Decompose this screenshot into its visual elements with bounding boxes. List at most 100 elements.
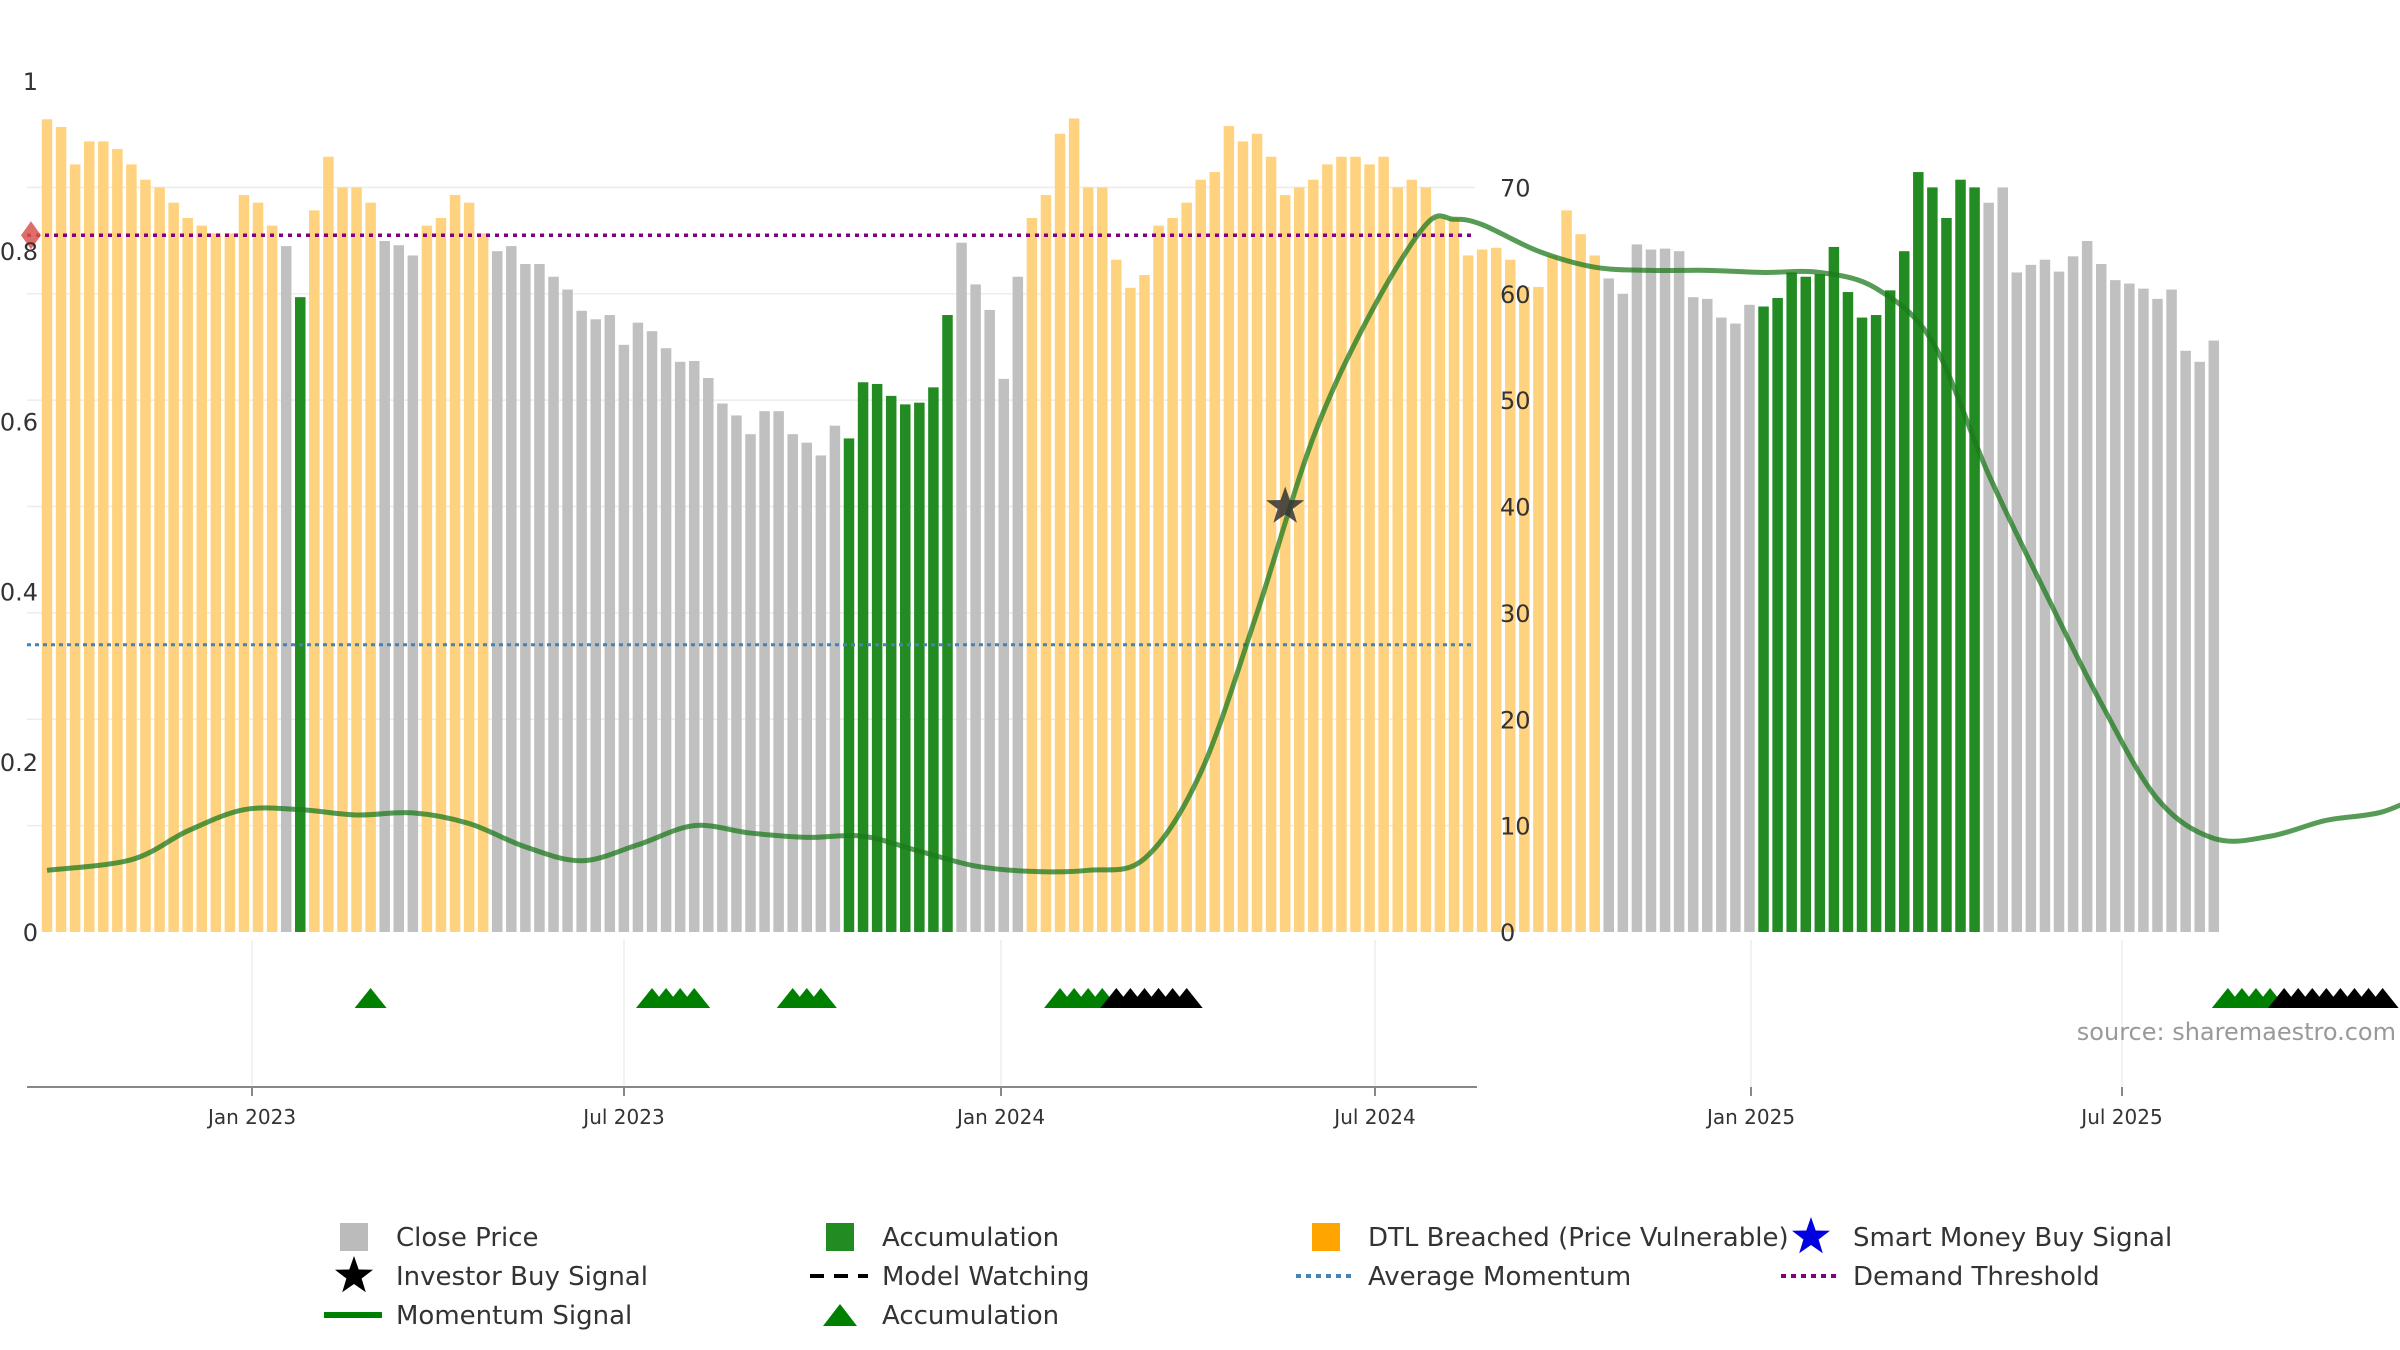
bar xyxy=(914,402,925,933)
legend-star-icon xyxy=(1792,1217,1830,1254)
bar xyxy=(1983,202,1994,932)
bar xyxy=(1279,195,1291,932)
bar xyxy=(1209,172,1221,932)
right-tick-label: 0 xyxy=(1500,919,1515,947)
legend-item: Average Momentum xyxy=(1296,1262,1631,1292)
bar xyxy=(1082,187,1094,932)
right-tick-label: 70 xyxy=(1500,174,1531,202)
bar xyxy=(1547,255,1558,932)
bar xyxy=(365,202,376,932)
bar xyxy=(1955,179,1966,932)
bar xyxy=(2053,271,2065,932)
bar xyxy=(745,434,756,932)
bar xyxy=(618,344,630,932)
bar xyxy=(1167,218,1178,933)
bar xyxy=(2138,288,2149,932)
bar xyxy=(942,315,953,932)
bar xyxy=(548,276,559,933)
legend-item: Investor Buy Signal xyxy=(335,1256,648,1293)
bar xyxy=(1139,275,1150,932)
bar xyxy=(1617,293,1629,932)
bar xyxy=(1673,251,1685,932)
bar xyxy=(534,263,545,933)
bar xyxy=(731,415,742,932)
bar xyxy=(1842,292,1854,933)
source-label: source: sharemaestro.com xyxy=(2077,1018,2396,1046)
bar xyxy=(41,119,53,933)
x-tick-label: Jan 2025 xyxy=(1705,1105,1795,1129)
threshold-marker xyxy=(21,221,41,250)
legend-item: Smart Money Buy Signal xyxy=(1792,1217,2172,1254)
bar xyxy=(1350,156,1361,932)
bar xyxy=(1814,274,1826,932)
bar xyxy=(871,383,883,932)
right-y-axis: 0 10 20 30 40 50 60 70 xyxy=(1500,174,1531,947)
bar xyxy=(252,202,264,932)
bar xyxy=(1856,317,1868,932)
legend-label: Smart Money Buy Signal xyxy=(1853,1223,2172,1253)
legend-item: Accumulation xyxy=(826,1223,1059,1253)
bar xyxy=(1702,298,1713,933)
bar xyxy=(1828,246,1840,932)
bar xyxy=(140,179,151,932)
legend-label: Close Price xyxy=(396,1223,539,1253)
bar xyxy=(604,315,616,932)
bar xyxy=(1153,225,1164,933)
bar xyxy=(1786,272,1797,933)
bar xyxy=(337,187,348,932)
bar xyxy=(1561,210,1572,933)
bar xyxy=(1223,126,1235,932)
bar xyxy=(1097,187,1108,932)
x-tick-label: Jan 2023 xyxy=(206,1105,296,1129)
bar xyxy=(787,434,798,932)
bar xyxy=(266,225,278,933)
right-tick-label: 20 xyxy=(1500,706,1531,734)
bar xyxy=(815,455,827,932)
bar xyxy=(280,246,292,932)
bar xyxy=(421,225,433,933)
bar xyxy=(1533,286,1544,932)
bar xyxy=(576,310,587,932)
bar xyxy=(1068,118,1080,933)
bar xyxy=(1898,251,1910,932)
bar xyxy=(1589,255,1600,932)
bar xyxy=(309,210,320,933)
accumulation-triangle xyxy=(804,988,837,1008)
signal-triangle xyxy=(1170,988,1203,1008)
bar xyxy=(1308,179,1319,932)
bar xyxy=(2067,256,2079,932)
bar xyxy=(646,331,658,933)
bar xyxy=(1659,248,1671,933)
bar xyxy=(717,403,728,932)
bar xyxy=(1251,133,1263,933)
left-tick-label: 0 xyxy=(23,919,38,947)
bar-series xyxy=(41,118,2220,933)
bar xyxy=(1434,218,1446,933)
legend-swatch xyxy=(826,1223,854,1251)
legend-label: Demand Threshold xyxy=(1853,1262,2100,1292)
bar xyxy=(55,126,67,933)
bar xyxy=(562,289,573,932)
bar xyxy=(2025,264,2037,932)
bar xyxy=(323,156,334,932)
bar xyxy=(984,309,995,932)
left-tick-label: 0.2 xyxy=(0,749,38,777)
bar xyxy=(1012,276,1024,933)
bar xyxy=(1125,287,1136,933)
bar xyxy=(2081,240,2093,932)
left-y-axis: 0 0.2 0.4 0.6 0.8 1 xyxy=(0,68,38,947)
x-tick-label: Jul 2025 xyxy=(2079,1105,2162,1129)
bar xyxy=(1758,306,1769,932)
left-tick-label: 0.4 xyxy=(0,579,38,607)
bar xyxy=(1392,187,1403,932)
bar xyxy=(1406,179,1418,932)
signal-panel xyxy=(354,988,2399,1008)
legend-label: Momentum Signal xyxy=(396,1301,632,1331)
legend-swatch xyxy=(1312,1223,1340,1251)
bar xyxy=(998,378,1010,933)
bar xyxy=(1772,298,1783,932)
bar xyxy=(1730,323,1741,932)
legend-label: DTL Breached (Price Vulnerable) xyxy=(1368,1223,1789,1253)
bar xyxy=(83,141,95,932)
